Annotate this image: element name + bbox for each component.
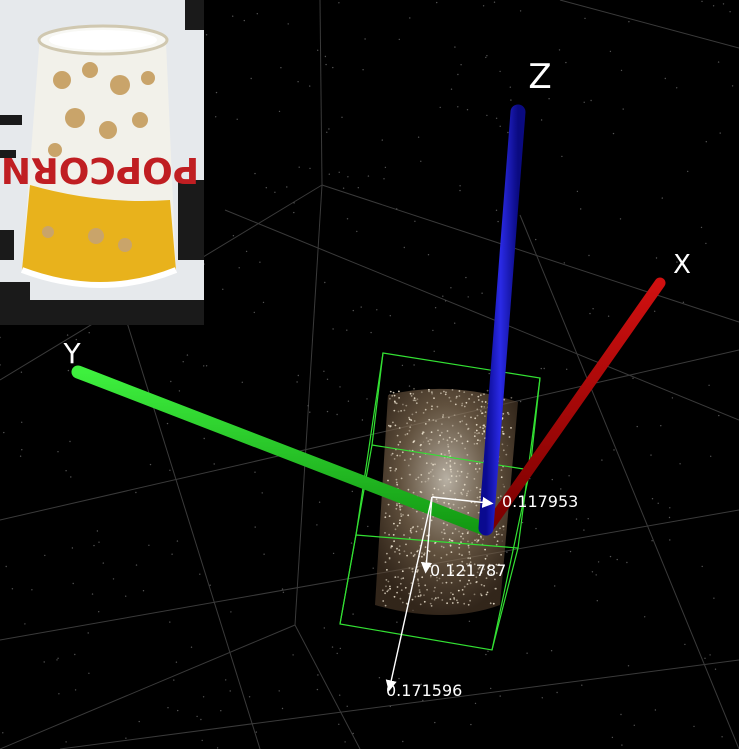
height-arrow: [385, 496, 433, 692]
axis-x: [482, 277, 666, 534]
axis-z: [478, 104, 526, 536]
axis-z-label: Z: [528, 57, 551, 97]
popcorn-cup-image: POPCORN: [0, 0, 204, 325]
axis-x-label: X: [673, 250, 691, 280]
cup-label-text: POPCORN: [1, 149, 199, 190]
width-arrow: [431, 496, 494, 508]
axis-y: [71, 365, 489, 535]
height-value: 0.171596: [386, 681, 462, 700]
dimension-arrows: [385, 496, 494, 692]
axis-y-label: Y: [62, 337, 81, 370]
depth-value: 0.121787: [430, 561, 506, 580]
reference-image: POPCORN: [0, 0, 204, 325]
depth-arrow: [420, 496, 433, 574]
width-value: 0.117953: [502, 492, 578, 511]
